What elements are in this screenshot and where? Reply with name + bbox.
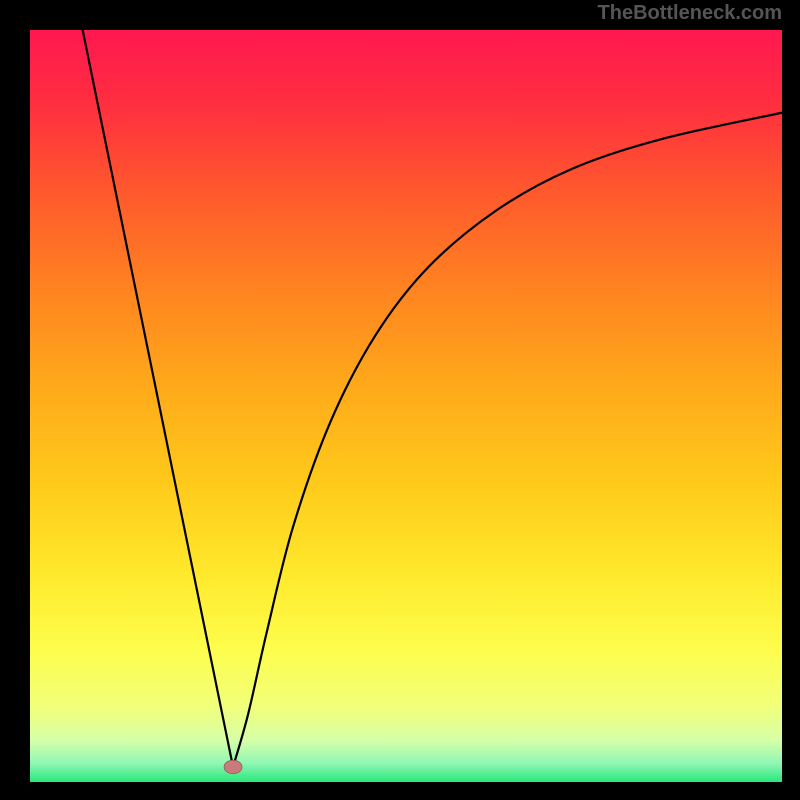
chart-container: TheBottleneck.com bbox=[0, 0, 800, 800]
watermark-text: TheBottleneck.com bbox=[598, 2, 782, 25]
plot-area bbox=[30, 30, 782, 782]
bottleneck-curve bbox=[30, 30, 782, 782]
minimum-marker bbox=[224, 760, 242, 774]
